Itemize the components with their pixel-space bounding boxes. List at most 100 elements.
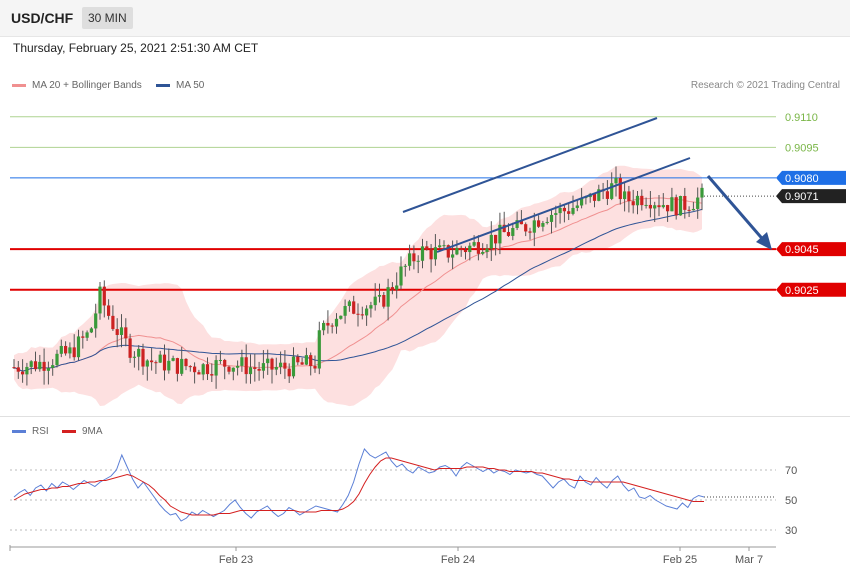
rsi-panel: 70 50 30 xyxy=(10,448,797,537)
candle-body xyxy=(188,366,192,368)
candle-body xyxy=(171,358,175,361)
candle-body xyxy=(270,358,274,370)
candle-body xyxy=(128,338,132,358)
candle-body xyxy=(33,361,38,370)
candle-body xyxy=(506,232,511,236)
candle-body xyxy=(382,295,386,307)
candle-body xyxy=(571,207,575,214)
bollinger-band-layer xyxy=(14,165,702,407)
candle-body xyxy=(700,187,704,198)
level-0-9045-label: 0.9045 xyxy=(785,244,819,256)
copyright: Research © 2021 Trading Central xyxy=(690,80,840,91)
candle-body xyxy=(528,231,532,233)
candle-body xyxy=(377,295,382,297)
symbol-title[interactable]: USD/CHF xyxy=(11,10,74,26)
candle-body xyxy=(369,305,373,309)
candle-body xyxy=(253,367,257,369)
candle-body xyxy=(89,328,93,333)
candle-body xyxy=(468,245,472,253)
rsi-swatch xyxy=(12,430,26,433)
candle-body xyxy=(463,249,468,253)
x-tick-label: Feb 24 xyxy=(441,554,475,566)
legend-ma20: MA 20 + Bollinger Bands xyxy=(12,80,142,91)
candle-body xyxy=(438,245,442,248)
candle-body xyxy=(266,358,270,364)
candle-body xyxy=(72,347,76,358)
level-line-layer xyxy=(10,116,776,291)
candle-body xyxy=(279,362,283,367)
candle-body xyxy=(403,265,407,267)
candle-body xyxy=(201,364,205,375)
candle-body xyxy=(567,211,571,214)
rsi-ma-swatch xyxy=(62,430,76,433)
candle-body xyxy=(592,193,597,201)
level-0-9045-tag xyxy=(776,242,846,257)
candle-body xyxy=(455,247,459,255)
candle-body xyxy=(618,177,622,200)
candle-body xyxy=(343,306,347,316)
rsi-line xyxy=(13,448,705,522)
candle-body xyxy=(240,357,244,366)
interval-badge[interactable]: 30 MIN xyxy=(82,7,133,29)
candle-body xyxy=(502,224,506,233)
candle-body xyxy=(532,220,536,233)
panel-divider xyxy=(0,416,850,417)
candle-body xyxy=(291,356,296,377)
candle-body xyxy=(459,247,463,250)
candle-body xyxy=(257,368,261,371)
ma20-label: MA 20 + Bollinger Bands xyxy=(32,80,142,91)
candle-body xyxy=(356,313,360,315)
candle-body xyxy=(640,195,644,206)
bollinger-band xyxy=(14,165,702,407)
candle-body xyxy=(425,246,429,250)
price-tag-layer: 0.9110 0.9095 0.9080 0.9071 0.9045 0.9025 xyxy=(776,112,846,297)
candle-body xyxy=(283,362,287,369)
candle-body xyxy=(244,357,248,375)
candle-body xyxy=(317,330,321,369)
candle-body xyxy=(519,220,523,225)
candle-body xyxy=(296,356,300,363)
candle-body xyxy=(498,224,502,244)
candle-body xyxy=(180,358,184,374)
ma20-line xyxy=(13,197,703,372)
level-0-9071-label: 0.9071 xyxy=(785,191,819,203)
chart-header: USD/CHF 30 MIN xyxy=(0,0,850,37)
candle-body xyxy=(549,214,554,222)
candle-body xyxy=(631,201,635,206)
candle-body xyxy=(25,366,29,375)
candle-body xyxy=(313,366,317,369)
x-tick-label: Feb 23 xyxy=(219,554,253,566)
candle-body xyxy=(623,191,627,200)
candle-body xyxy=(162,354,167,371)
candle-body xyxy=(399,266,403,286)
candle-body xyxy=(124,327,128,339)
candle-body xyxy=(365,308,369,316)
candle-body xyxy=(653,205,657,209)
candle-body xyxy=(489,234,493,249)
candle-body xyxy=(420,246,425,261)
candle-body xyxy=(330,325,334,327)
candle-body xyxy=(158,354,162,363)
candle-body xyxy=(476,242,480,254)
candle-body xyxy=(94,313,98,329)
candle-body xyxy=(236,365,240,368)
candle-body xyxy=(408,253,412,266)
x-tick-label: Mar 7 xyxy=(735,554,763,566)
candle-body xyxy=(210,374,214,376)
candle-body xyxy=(605,191,609,199)
candle-body xyxy=(322,322,326,331)
time-axis: Feb 23 Feb 24 Feb 25 Mar 7 xyxy=(9,545,776,566)
candle-body xyxy=(494,234,498,244)
rsi-ma-line xyxy=(13,457,704,516)
candle-body xyxy=(541,223,545,227)
candle-body xyxy=(21,371,25,375)
candle-body xyxy=(648,204,652,209)
rsi-ma-label: 9MA xyxy=(82,426,103,437)
candle-body xyxy=(115,329,119,335)
candle-body xyxy=(76,336,81,358)
candle-body xyxy=(59,345,63,354)
candle-body xyxy=(184,358,188,367)
candle-body xyxy=(55,353,59,366)
candle-body xyxy=(107,305,111,316)
